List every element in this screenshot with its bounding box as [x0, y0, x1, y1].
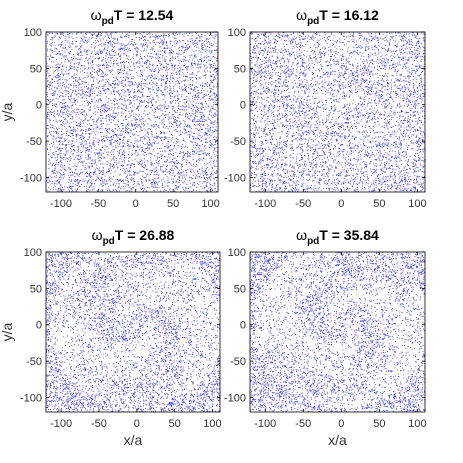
x-tick-label: 50	[373, 418, 385, 430]
y-tick-label: -50	[230, 356, 246, 368]
title-text: T = 16.12	[319, 7, 379, 23]
x-tick-label: 50	[167, 198, 179, 210]
x-tick-label: -50	[295, 418, 311, 430]
title-symbol: ω	[91, 7, 102, 23]
scatter-panel-1: -100 -50 0 50 100 -100 -50 0 50 100 ωpdT = 12.54 y/…	[0, 7, 220, 210]
y-tick-label: 50	[234, 63, 246, 75]
particle-points	[46, 252, 220, 412]
particle-points	[46, 32, 218, 192]
y-tick-label: -100	[224, 172, 246, 184]
title-subscript: pd	[102, 16, 114, 27]
title-text: T = 35.84	[319, 227, 379, 243]
x-tick-label: 0	[134, 418, 140, 430]
chart-title: ωpdT = 12.54	[91, 7, 174, 27]
x-tick-label: -100	[254, 418, 276, 430]
y-tick-label: -50	[26, 136, 42, 148]
y-tick-label: 0	[36, 320, 42, 332]
x-tick-label: 100	[408, 418, 426, 430]
y-axis-label: y/a	[0, 102, 15, 121]
x-tick-label: -50	[90, 198, 106, 210]
title-text: T = 12.54	[114, 7, 174, 23]
title-subscript: pd	[307, 16, 319, 27]
x-tick-label: -100	[254, 198, 276, 210]
axes-frame	[249, 31, 426, 193]
title-text: T = 26.88	[115, 227, 175, 243]
x-axis-label: x/a	[328, 432, 347, 448]
x-tick-label: 0	[338, 198, 344, 210]
x-tick-label: 100	[203, 418, 221, 430]
title-symbol: ω	[92, 227, 103, 243]
x-tick-label: 0	[338, 418, 344, 430]
x-tick-label: -100	[50, 418, 72, 430]
title-subscript: pd	[103, 236, 115, 247]
y-tick-label: -100	[20, 172, 42, 184]
axes-frame	[45, 251, 221, 413]
title-subscript: pd	[307, 236, 319, 247]
chart-title: ωpdT = 26.88	[92, 227, 175, 247]
particle-points	[250, 32, 425, 192]
y-tick-label: -50	[230, 136, 246, 148]
title-symbol: ω	[296, 227, 307, 243]
chart-title: ωpdT = 16.12	[296, 7, 379, 27]
x-tick-label: -100	[50, 198, 72, 210]
axes-frame	[45, 31, 219, 193]
y-tick-label: 100	[228, 27, 246, 39]
chart-title: ωpdT = 35.84	[296, 227, 379, 247]
axes-frame	[249, 251, 426, 413]
plot-area	[250, 252, 425, 412]
y-tick-label: 50	[234, 283, 246, 295]
y-tick-label: 0	[240, 100, 246, 112]
y-tick-label: -100	[20, 392, 42, 404]
y-tick-label: 0	[240, 320, 246, 332]
y-tick-label: 0	[36, 100, 42, 112]
y-axis-label: y/a	[0, 322, 15, 341]
scatter-panel-4: -100 -50 0 50 100 -100 -50 0 50 100 ωpdT = 35.84 x/…	[224, 227, 427, 448]
y-tick-label: -50	[26, 356, 42, 368]
y-tick-label: 100	[228, 247, 246, 259]
x-tick-label: 100	[201, 198, 219, 210]
particle-points	[250, 252, 425, 412]
x-tick-label: 100	[408, 198, 426, 210]
y-tick-label: 50	[30, 283, 42, 295]
x-tick-label: -50	[91, 418, 107, 430]
y-tick-label: 50	[30, 63, 42, 75]
y-tick-label: -100	[224, 392, 246, 404]
y-tick-label: 100	[24, 247, 42, 259]
scatter-panel-2: -100 -50 0 50 100 -100 -50 0 50 100 ωpdT = 16.12	[224, 7, 427, 210]
title-symbol: ω	[296, 7, 307, 23]
x-tick-label: 50	[373, 198, 385, 210]
x-tick-label: 0	[133, 198, 139, 210]
x-tick-label: -50	[295, 198, 311, 210]
x-axis-label: x/a	[124, 432, 143, 448]
scatter-panel-3: -100 -50 0 50 100 -100 -50 0 50 100 ωpdT = 26.88 y/…	[0, 227, 222, 448]
x-tick-label: 50	[168, 418, 180, 430]
y-tick-label: 100	[24, 27, 42, 39]
